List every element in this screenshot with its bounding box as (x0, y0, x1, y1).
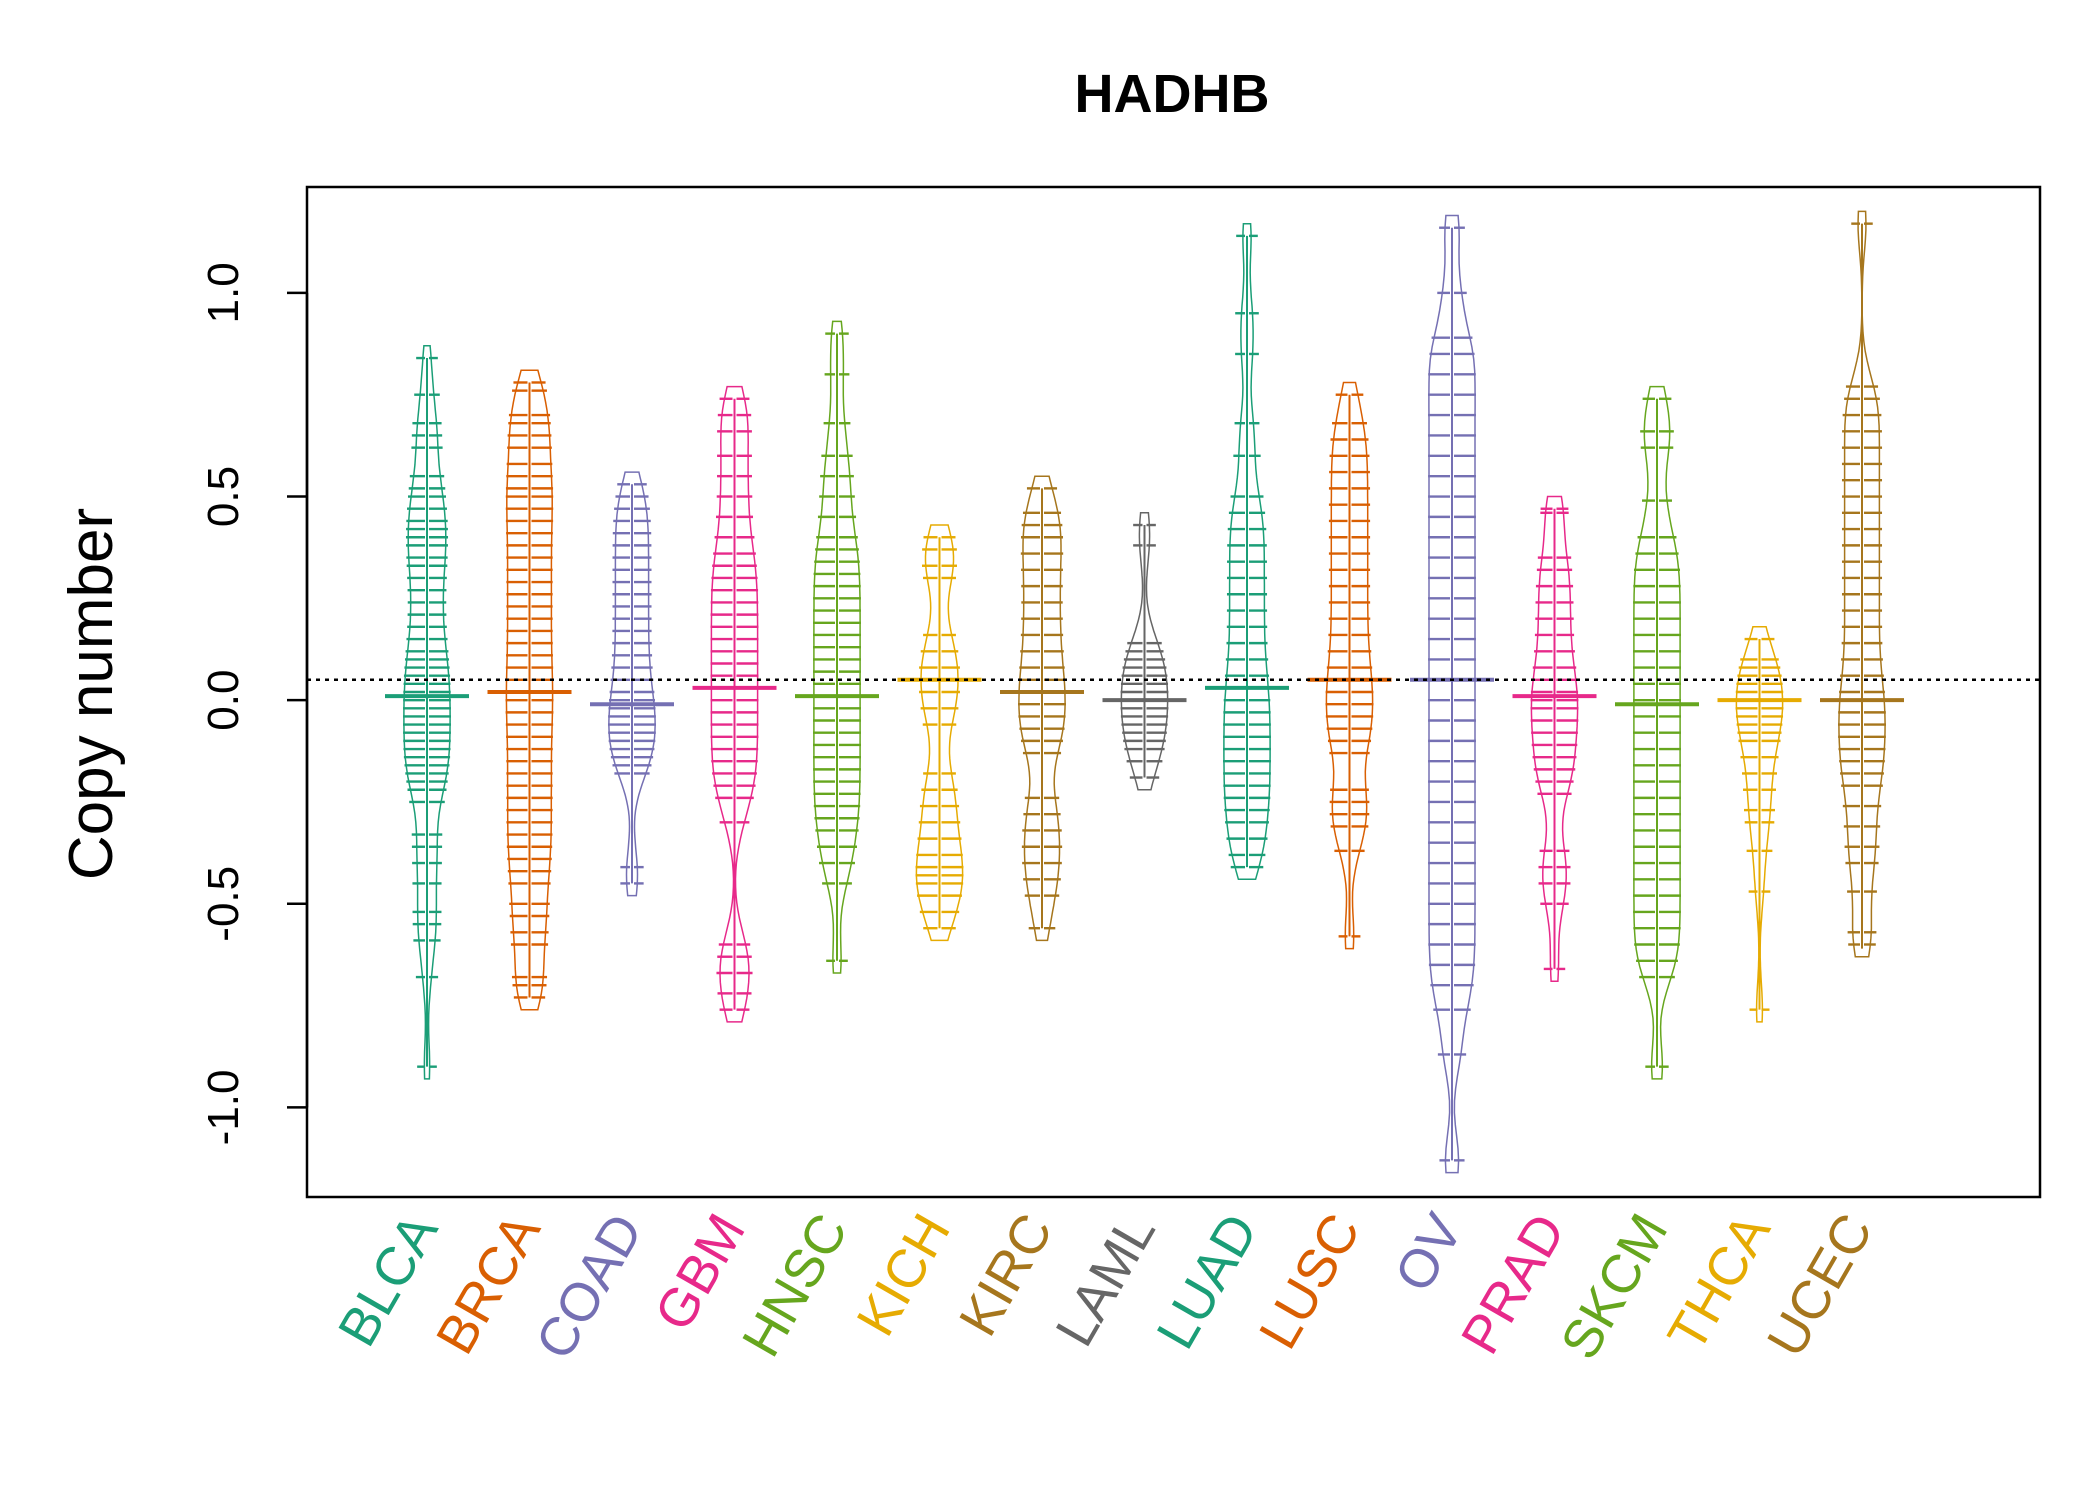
bean-hnsc (795, 320, 879, 974)
bean-luad (1205, 222, 1289, 881)
y-tick-label: -1.0 (199, 1069, 248, 1145)
bean-prad (1512, 495, 1597, 982)
bean-brca (487, 369, 572, 1011)
plot-area (307, 210, 2040, 1174)
bean-gbm (692, 385, 777, 1023)
bean-skcm (1615, 385, 1699, 1080)
bean-laml (1102, 512, 1187, 791)
x-tick-label-skcm: SKCM (1549, 1204, 1679, 1369)
y-tick-label: 0.5 (199, 466, 248, 527)
bean-thca (1717, 626, 1802, 1023)
y-axis-label: Copy number (57, 508, 126, 880)
y-tick-label: 1.0 (199, 262, 248, 323)
x-tick-label-coad: COAD (524, 1204, 654, 1369)
x-tick-label-ucec: UCEC (1756, 1204, 1884, 1367)
x-tick-label-ov: OV (1383, 1204, 1474, 1302)
x-tick-label-luad: LUAD (1145, 1204, 1269, 1359)
chart-title: HADHB (1075, 64, 1270, 124)
bean-lusc (1307, 381, 1392, 950)
y-tick-label: -0.5 (199, 866, 248, 942)
y-tick-label: 0.0 (199, 670, 248, 731)
y-axis: -1.0 -0.5 0.0 0.5 1.0 (199, 262, 309, 1145)
x-tick-label-hnsc: HNSC (731, 1204, 859, 1367)
bean-blca (385, 345, 469, 1080)
bean-ov (1410, 214, 1494, 1174)
bean-kich (897, 524, 982, 942)
bean-coad (590, 471, 674, 897)
x-tick-label-laml: LAML (1044, 1204, 1167, 1356)
bean-ucec (1820, 210, 1904, 958)
x-tick-label-lusc: LUSC (1248, 1204, 1372, 1359)
x-tick-label-kich: KICH (845, 1204, 961, 1346)
bean-kirc (1000, 475, 1084, 942)
